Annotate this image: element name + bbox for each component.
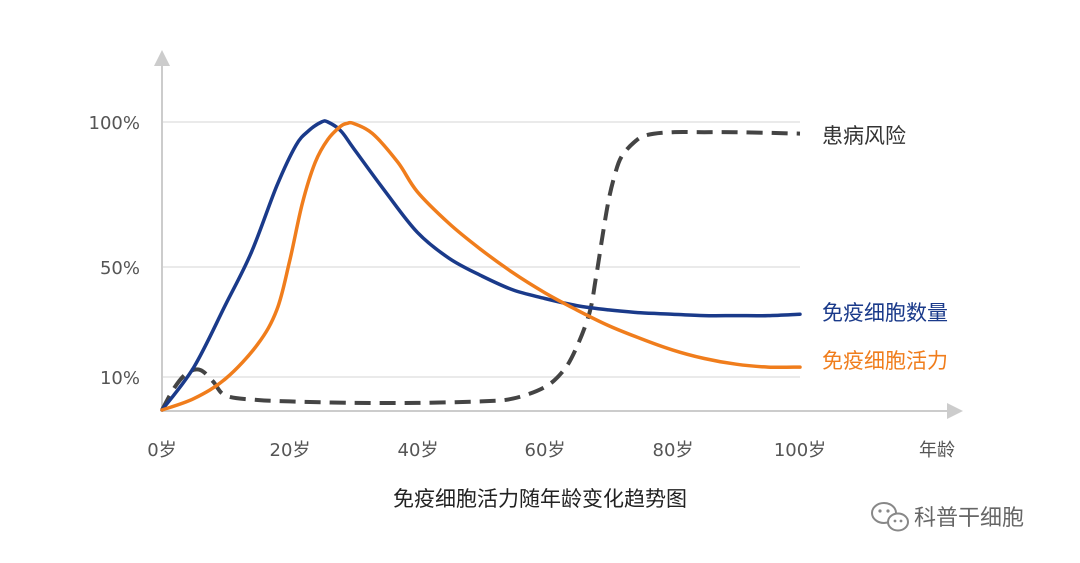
series-label-risk: 患病风险 xyxy=(822,124,906,148)
series-line-activity xyxy=(160,120,802,412)
series-labels: 患病风险 免疫细胞数量 免疫细胞活力 xyxy=(822,124,948,373)
x-axis-label: 年龄 xyxy=(919,440,955,461)
series-label-count: 免疫细胞数量 xyxy=(822,301,948,325)
x-tick-label: 0岁 xyxy=(147,440,176,461)
x-tick-label: 100岁 xyxy=(774,440,826,461)
grid-lines xyxy=(162,121,800,378)
y-tick-label: 100% xyxy=(89,113,140,134)
x-tick-labels: 0岁 20岁 40岁 60岁 80岁 100岁 年龄 xyxy=(147,440,955,461)
watermark: 科普干细胞 xyxy=(871,502,1024,532)
wechat-icon xyxy=(871,502,909,532)
series-label-activity: 免疫细胞活力 xyxy=(822,349,948,373)
y-tick-label: 50% xyxy=(100,258,140,279)
x-tick-label: 40岁 xyxy=(398,440,439,461)
chart-title: 免疫细胞活力随年龄变化趋势图 xyxy=(393,487,687,511)
series-line-count xyxy=(160,119,802,412)
series-group xyxy=(160,119,802,412)
y-tick-labels: 10% 50% 100% xyxy=(89,113,140,389)
x-tick-label: 60岁 xyxy=(525,440,566,461)
x-tick-label: 80岁 xyxy=(653,440,694,461)
y-tick-label: 10% xyxy=(100,368,140,389)
watermark-text: 科普干细胞 xyxy=(914,506,1024,531)
series-line-risk xyxy=(160,129,801,411)
x-tick-label: 20岁 xyxy=(270,440,311,461)
